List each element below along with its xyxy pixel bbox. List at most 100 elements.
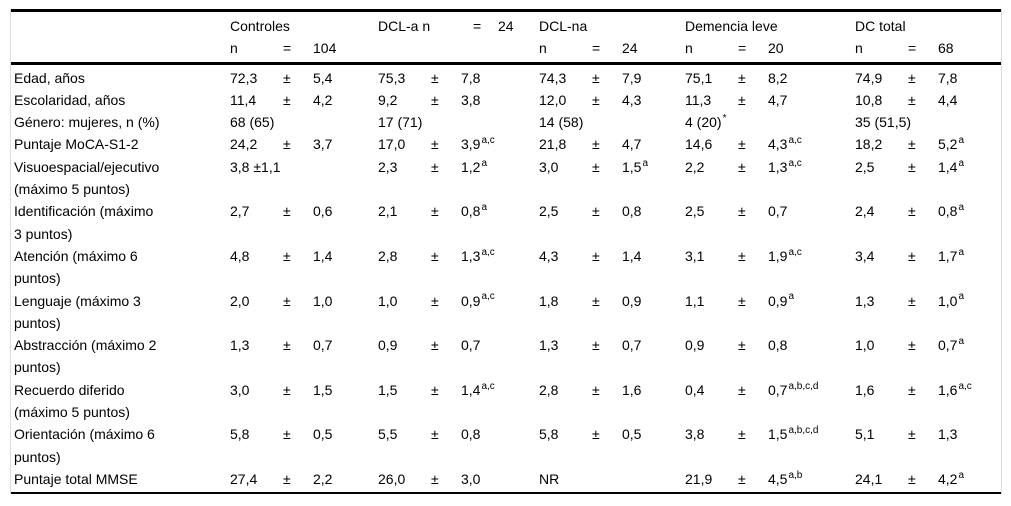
value-mean: 4,8 (230, 247, 250, 264)
value-sd: 0,5 (622, 426, 642, 443)
value-sd: 0,6 (313, 203, 333, 220)
value-mean: 1,3 (230, 337, 250, 354)
table-cell: 75,3 ±7,8 (378, 67, 539, 89)
value-mean: 1,3 (539, 337, 559, 354)
value-sd: 1,4 (622, 247, 642, 264)
table-cell: 35 (51,5) (855, 111, 1001, 133)
plus-minus-sign: ± (431, 247, 439, 264)
results-table: Controles n = 104 DCL-a n = 24 DCL-na n = 24 Demenc… (10, 9, 1002, 495)
table-cell: 11,4 ±4,2 (230, 89, 378, 111)
column-header-line2: n = 104 (230, 37, 378, 59)
value-sd: 7,8 (461, 69, 481, 86)
table-cell: 2,1 ±0,8a (378, 200, 539, 222)
plus-minus-sign: ± (592, 426, 600, 443)
value-mean: 75,1 (685, 69, 713, 86)
plus-minus-sign: ± (431, 69, 439, 86)
row-label-line: Edad, años (14, 69, 85, 86)
significance-superscript: a,c (481, 246, 495, 258)
group-n-value: 24 (498, 18, 514, 34)
table-cell: 27,4 ±2,2 (230, 468, 378, 490)
table-cell: 68 (65) (230, 111, 378, 133)
table-cell: 1,3 ±0,7 (539, 334, 685, 356)
table-cell: 3,4 ±1,7a (855, 245, 1001, 267)
value-mean: 3,0 (230, 381, 250, 398)
plus-minus-sign: ± (738, 91, 746, 108)
value-sd: 1,5 (622, 158, 642, 175)
plus-minus-sign: ± (283, 247, 291, 264)
row-label-line: puntos) (14, 359, 61, 376)
table-cell: 10,8 ±4,4 (855, 89, 1001, 111)
plus-minus-sign: ± (592, 292, 600, 309)
significance-superscript: * (722, 113, 727, 125)
significance-superscript: a,b,c,d (788, 425, 819, 437)
row-label-line: Atención (máximo 6 (14, 247, 138, 264)
value-mean: 17,0 (378, 136, 406, 153)
column-header-4: Demencia leve n = 20 (685, 15, 855, 60)
significance-superscript: a,c (788, 157, 802, 169)
value-mean: 27,4 (230, 470, 258, 487)
row-label: Puntaje MoCA-S1-2 (14, 133, 230, 155)
plus-minus-sign: ± (738, 69, 746, 86)
group-name: DC total (855, 18, 906, 34)
table-top-border (11, 9, 1001, 12)
table-cell: 74,9 ±7,8 (855, 67, 1001, 89)
n-label: n (685, 40, 693, 57)
significance-superscript: a,b,c,d (788, 380, 819, 392)
value-mean: 11,3 (685, 91, 712, 108)
row-label-line: Orientación (máximo 6 (14, 426, 155, 443)
value-mean: 1,5 (378, 381, 398, 398)
plus-minus-sign: ± (738, 426, 746, 443)
table-cell: 0,4 ±0,7a,b,c,d (685, 379, 855, 401)
plus-minus-sign: ± (908, 203, 916, 220)
value-sd: 0,7 (938, 337, 958, 354)
table-cell: 18,2 ±5,2a (855, 133, 1001, 155)
value-sd: 1,4 (461, 381, 481, 398)
value-mean: 5,8 (539, 426, 559, 443)
value-sd: 4,3 (768, 136, 788, 153)
table-row: Puntaje MoCA-S1-2 24,2 ±3,7 17,0 ±3,9a,c 21,8… (11, 133, 1001, 155)
value-sd: 0,5 (313, 426, 333, 443)
table-cell: 3,8 ±1,1 (230, 156, 378, 178)
group-n-value: 24 (622, 40, 638, 57)
value-mean: 1,6 (855, 381, 875, 398)
plus-minus-sign: ± (592, 381, 600, 398)
equals-sign: = (738, 40, 747, 57)
value-mean: 2,2 (685, 158, 705, 175)
value-mean: 5,1 (855, 426, 875, 443)
row-label-line: (máximo 5 puntos) (14, 181, 130, 198)
value-mean: 2,5 (685, 203, 705, 220)
table-cell: 2,5 ±0,8 (539, 200, 685, 222)
column-header-line2: n = 24 (539, 37, 685, 59)
value-mean: 74,3 (539, 69, 567, 86)
equals-sign: = (908, 40, 917, 57)
column-header-3: DCL-na n = 24 (539, 15, 685, 60)
table-cell: 2,4 ±0,8a (855, 200, 1001, 222)
column-header-line2: n = 68 (855, 37, 1001, 59)
value-mean: 12,0 (539, 91, 567, 108)
significance-superscript: a (958, 291, 965, 303)
value-sd: 1,3 (938, 426, 958, 443)
value-sd: 1,4 (313, 247, 333, 264)
table-cell: 4 (20)* (685, 111, 855, 133)
value-sd: 4,5 (768, 470, 788, 487)
plus-minus-sign: ± (431, 136, 439, 153)
significance-superscript: a (958, 157, 965, 169)
significance-superscript: a (958, 202, 965, 214)
value-mean: 24,2 (230, 136, 258, 153)
value-sd: 1,7 (938, 247, 958, 264)
value-sd: 0,8 (938, 203, 958, 220)
group-n-value: 20 (768, 40, 784, 57)
value-mean: 2,8 (378, 247, 398, 264)
column-header-5: DC total n = 68 (855, 15, 1001, 60)
column-header-2: DCL-a n = 24 (378, 15, 539, 37)
value-mean: 3,8 (685, 426, 705, 443)
table-cell: 1,3 ±1,0a (855, 290, 1001, 312)
value-mean: 3,0 (539, 158, 559, 175)
value-mean: 2,3 (378, 158, 398, 175)
plus-minus-sign: ± (592, 247, 600, 264)
row-label-line: Puntaje total MMSE (14, 470, 138, 487)
row-label-line: Género: mujeres, n (%) (14, 114, 160, 131)
equals-sign: = (283, 40, 292, 57)
table-cell: 17,0 ±3,9a,c (378, 133, 539, 155)
table-cell: NR (539, 468, 685, 490)
